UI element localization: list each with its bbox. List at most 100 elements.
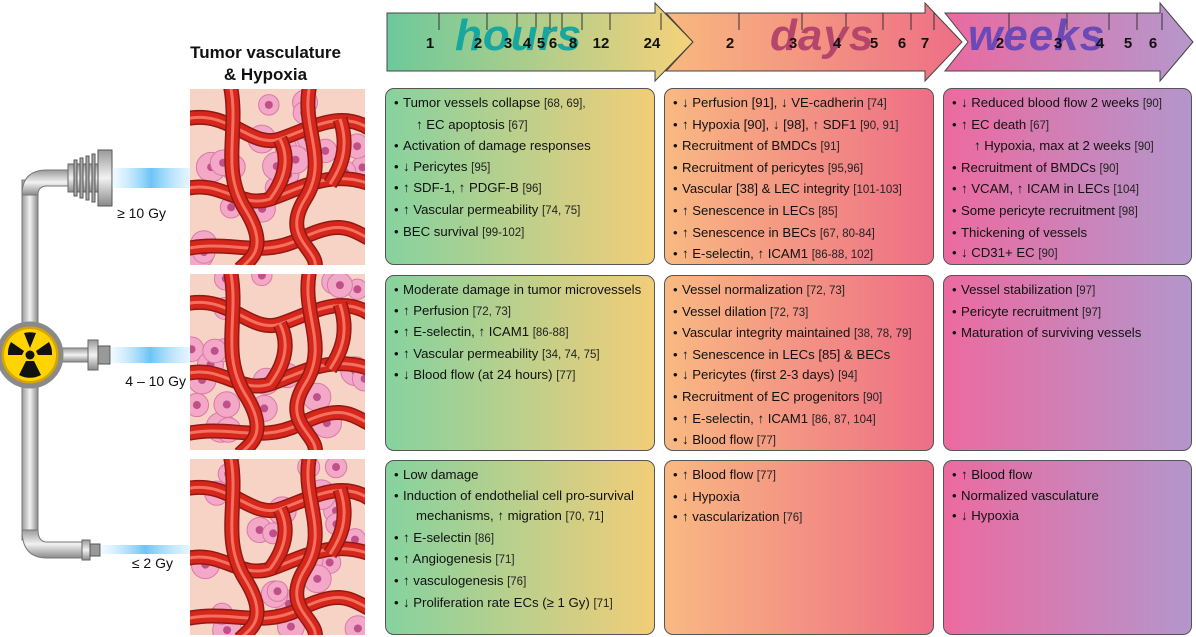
down-arrow-icon: ↓ bbox=[961, 95, 968, 110]
list-item-text: Vessel dilation bbox=[682, 303, 770, 319]
up-arrow-icon: ↑ bbox=[682, 246, 689, 262]
list-item-text: vascularization bbox=[688, 509, 784, 525]
up-arrow-icon: ↑ bbox=[682, 346, 689, 362]
up-arrow-icon: ↑ bbox=[682, 410, 689, 426]
reference-citation: [90] bbox=[1038, 248, 1058, 261]
tick-label-hours: 6 bbox=[548, 35, 558, 52]
list-item: ↑ E-selectin [86] bbox=[394, 528, 648, 550]
list-item-text: Recruitment of BMDCs bbox=[682, 138, 821, 154]
list-item: Vascular integrity maintained [38, 78, 7… bbox=[673, 323, 927, 345]
up-arrow-icon: ↑ bbox=[403, 180, 410, 196]
list-item: ↑ VCAM, ↑ ICAM in LECs [104] bbox=[952, 179, 1185, 201]
list-item: Activation of damage responses bbox=[394, 136, 648, 157]
tick-label-weeks: 2 bbox=[995, 35, 1005, 52]
up-arrow-icon: ↑ bbox=[403, 201, 410, 217]
list-item: mechanisms, ↑ migration [70, 71] bbox=[394, 506, 648, 528]
reference-citation: [70, 71] bbox=[565, 511, 604, 524]
reference-citation: [86, 87, 104] bbox=[811, 413, 876, 426]
list-item-text: EC apoptosis bbox=[422, 116, 509, 132]
list-item: Induction of endothelial cell pro-surviv… bbox=[394, 486, 648, 507]
radiation-source bbox=[0, 149, 190, 561]
list-item: Some pericyte recruitment [98] bbox=[952, 201, 1185, 223]
list-item-text: Vessel stabilization bbox=[961, 282, 1077, 297]
reference-citation: [72, 73] bbox=[472, 305, 512, 318]
list-item: ↓ Pericytes (first 2-3 days) [94] bbox=[673, 365, 927, 387]
list-item-text: E-selectin, ↑ ICAM1 bbox=[688, 246, 812, 262]
panel-mid-weeks: Vessel stabilization [97]Pericyte recrui… bbox=[943, 275, 1192, 451]
reference-citation: [38, 78, 79] bbox=[854, 328, 912, 341]
list-item-text: Low damage bbox=[403, 467, 479, 482]
reference-citation: [74] bbox=[867, 98, 887, 110]
list-item: ↑ Senescence in BECs [67, 80-84] bbox=[673, 223, 927, 245]
list-item-text: mechanisms, ↑ migration bbox=[416, 508, 566, 524]
list-item-text: Some pericyte recruitment bbox=[961, 202, 1119, 218]
list-item-text: Recruitment of BMDCs bbox=[961, 159, 1100, 175]
list-item-text: Blood flow bbox=[688, 467, 757, 482]
up-arrow-icon: ↑ bbox=[403, 302, 410, 318]
tick-label-weeks: 5 bbox=[1123, 35, 1133, 52]
list-item: Thickening of vessels bbox=[952, 223, 1185, 244]
list-item-text: E-selectin, ↑ ICAM1 bbox=[409, 324, 533, 340]
title-line-1: Tumor vasculature bbox=[190, 43, 341, 62]
up-arrow-icon: ↑ bbox=[682, 467, 689, 482]
tick-label-days: 7 bbox=[920, 35, 930, 52]
tick-label-days: 3 bbox=[788, 35, 798, 52]
reference-citation: [68, 69], bbox=[543, 98, 586, 110]
list-item-text: Vessel normalization bbox=[682, 282, 807, 297]
reference-citation: [90] bbox=[1099, 162, 1119, 175]
reference-citation: [76] bbox=[783, 512, 803, 525]
reference-citation: [77] bbox=[556, 370, 576, 383]
list-item: ↓ Blood flow [77] bbox=[673, 430, 927, 450]
panel-mid-days: Vessel normalization [72, 73]Vessel dila… bbox=[664, 275, 934, 451]
tick-label-days: 6 bbox=[897, 35, 907, 52]
down-arrow-icon: ↓ bbox=[403, 594, 410, 610]
list-item-text: Blood flow (at 24 hours) bbox=[409, 367, 557, 383]
reference-citation: [104] bbox=[1113, 184, 1139, 197]
list-item: ↑ vascularization [76] bbox=[673, 507, 927, 529]
list-item-text: Tumor vessels collapse bbox=[403, 95, 544, 110]
list-item: ↑ vasculogenesis [76] bbox=[394, 571, 648, 593]
panel-high-hours: Tumor vessels collapse [68, 69], ↑ EC apo… bbox=[385, 88, 655, 265]
panel-high-weeks: ↓ Reduced blood flow 2 weeks [90]↑ EC de… bbox=[943, 88, 1192, 265]
list-item-text: Vascular permeability bbox=[409, 345, 543, 361]
reference-citation: [34, 74, 75] bbox=[542, 348, 600, 361]
up-arrow-icon: ↑ bbox=[403, 572, 410, 588]
reference-citation: [96] bbox=[522, 183, 542, 196]
list-item: ↑ Blood flow bbox=[952, 465, 1185, 486]
hours-arrow bbox=[386, 1, 694, 83]
reference-citation: [85] bbox=[818, 205, 838, 218]
up-arrow-icon: ↑ bbox=[974, 138, 981, 154]
tick-label-hours: 2 bbox=[473, 35, 483, 52]
reference-citation: [90] bbox=[1142, 98, 1162, 110]
radiation-icon bbox=[0, 321, 64, 389]
list-item-text: EC death bbox=[967, 116, 1030, 132]
beam-emitter-icon-bottom bbox=[81, 539, 190, 561]
list-item: Pericyte recruitment [97] bbox=[952, 302, 1185, 324]
list-item-text: Senescence in BECs bbox=[688, 224, 820, 240]
list-item-text: Blood flow bbox=[688, 432, 757, 448]
tick-label-hours: 8 bbox=[568, 35, 578, 52]
list-item-text: Induction of endothelial cell pro-surviv… bbox=[403, 487, 634, 503]
list-item-text: Hypoxia bbox=[967, 508, 1019, 524]
reference-citation: [71] bbox=[495, 554, 515, 567]
list-item-text: Moderate damage in tumor microvessels bbox=[403, 282, 642, 297]
up-arrow-icon: ↑ bbox=[961, 116, 968, 132]
hours-label: hours bbox=[455, 11, 583, 60]
list-item-text: vasculogenesis bbox=[409, 572, 508, 588]
reference-citation: [76] bbox=[507, 575, 527, 588]
list-item: ↑ E-selectin, ↑ ICAM1 [86-88] bbox=[394, 322, 648, 344]
list-item-text: Recruitment of pericytes bbox=[682, 159, 828, 175]
list-item: Low damage bbox=[394, 465, 648, 486]
reference-citation: [67] bbox=[508, 119, 528, 132]
list-item: ↑ Hypoxia [90], ↓ [98], ↑ SDF1 [90, 91] bbox=[673, 115, 927, 137]
tick-label-hours: 5 bbox=[536, 35, 546, 52]
panel-low-days: ↑ Blood flow [77]↓ Hypoxia↑ vascularizat… bbox=[664, 460, 934, 635]
up-arrow-icon: ↑ bbox=[403, 551, 410, 567]
reference-citation: [72, 73] bbox=[769, 306, 809, 319]
list-item-text: Angiogenesis bbox=[409, 551, 496, 567]
tumor-vessel-illustration-low bbox=[190, 459, 365, 635]
tick-label-days: 5 bbox=[869, 35, 879, 52]
list-item: ↑ Blood flow [77] bbox=[673, 465, 927, 487]
tick-label-hours: 4 bbox=[522, 35, 532, 52]
list-item: Recruitment of EC progenitors [90] bbox=[673, 387, 927, 409]
